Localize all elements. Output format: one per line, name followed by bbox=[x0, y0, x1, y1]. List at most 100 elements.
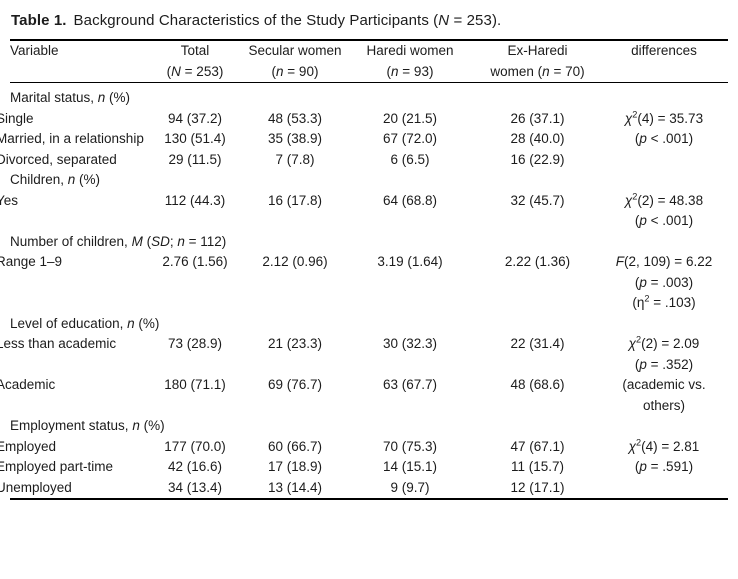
statistic-cell: (p < .001) bbox=[600, 129, 728, 150]
section-label: Children, n (%) bbox=[10, 172, 101, 187]
value-cell: 7 (7.8) bbox=[275, 151, 315, 167]
column-header-5: differences bbox=[600, 40, 728, 83]
section-row: Children, n (%) bbox=[10, 170, 728, 191]
column-header-line: Variable bbox=[10, 43, 59, 58]
value-cell: 70 (75.3) bbox=[382, 438, 438, 454]
value-cell: 13 (14.4) bbox=[267, 479, 323, 495]
value-cell: 30 (32.3) bbox=[382, 336, 438, 351]
statistic-line: (p < .001) bbox=[634, 131, 694, 146]
column-header-line: differences bbox=[631, 43, 697, 58]
value-cell: 67 (72.0) bbox=[382, 131, 438, 146]
row-label: Less than academic bbox=[0, 336, 117, 351]
statistic-cell: (p = .591) bbox=[600, 457, 728, 478]
data-row: Employed part-time 42 (16.6) 17 (18.9) 14 (… bbox=[0, 457, 728, 478]
data-row: Yes 112 (44.3) 16 (17.8) 64 (68.8) 32 (45.7)… bbox=[0, 191, 728, 232]
statistic-cell: F(2, 109) = 6.22 (p = .003) (η2 = .103) bbox=[600, 252, 728, 314]
row-label: Academic bbox=[0, 377, 56, 392]
column-header-line: Total bbox=[180, 43, 210, 58]
value-cell: 29 (11.5) bbox=[168, 151, 222, 167]
value-cell: 180 (71.1) bbox=[164, 377, 226, 392]
value-cell: 16 (17.8) bbox=[267, 192, 323, 208]
row-label: Range 1–9 bbox=[0, 254, 63, 269]
value-cell: 2.76 (1.56) bbox=[162, 254, 228, 269]
data-row: Unemployed 34 (13.4) 13 (14.4) 9 (9.7) 12 (1… bbox=[0, 478, 728, 500]
statistic-cell: χ2(4) = 2.81 bbox=[600, 437, 728, 458]
section-row: Marital status, n (%) bbox=[10, 83, 728, 109]
value-cell: 11 (15.7) bbox=[510, 459, 565, 474]
table-header-row: Variable Total (N = 253) Secular women (n = … bbox=[10, 40, 728, 83]
value-cell: 14 (15.1) bbox=[382, 459, 438, 474]
statistic-line: (academic vs. others) bbox=[622, 377, 706, 413]
value-cell: 42 (16.6) bbox=[167, 459, 223, 474]
value-cell: 12 (17.1) bbox=[510, 479, 565, 495]
participants-table: Variable Total (N = 253) Secular women (n = … bbox=[0, 39, 728, 500]
statistic-line: (η2 = .103) bbox=[632, 293, 696, 310]
data-row: Married, in a relationship 130 (51.4) 35 (… bbox=[0, 129, 728, 150]
column-header-line: women (n = 70) bbox=[490, 63, 585, 79]
value-cell: 48 (68.6) bbox=[510, 377, 565, 392]
section-label: Employment status, n (%) bbox=[10, 418, 165, 433]
row-label: Employed bbox=[0, 438, 57, 454]
section-row: Employment status, n (%) bbox=[10, 416, 728, 437]
column-header-line: (n = 93) bbox=[386, 63, 434, 79]
statistic-cell bbox=[600, 150, 728, 171]
value-cell: 73 (28.9) bbox=[167, 336, 223, 351]
column-header-line: (N = 253) bbox=[166, 63, 224, 79]
data-row: Range 1–9 2.76 (1.56) 2.12 (0.96) 3.19 (1.6… bbox=[0, 252, 728, 314]
value-cell: 22 (31.4) bbox=[510, 336, 565, 351]
value-cell: 32 (45.7) bbox=[510, 192, 565, 208]
section-label: Level of education, n (%) bbox=[10, 315, 160, 331]
statistic-line: χ2(2) = 48.38 bbox=[624, 191, 704, 208]
value-cell: 26 (37.1) bbox=[510, 110, 565, 126]
column-header-0: Variable bbox=[10, 40, 145, 83]
statistic-line: χ2(4) = 2.81 bbox=[628, 437, 700, 454]
data-row: Less than academic 73 (28.9) 21 (23.3) 30 (… bbox=[0, 334, 728, 375]
row-label: Single bbox=[0, 110, 34, 126]
column-header-4: Ex-Haredi women (n = 70) bbox=[475, 40, 600, 83]
value-cell: 3.19 (1.64) bbox=[377, 254, 443, 269]
column-header-2: Secular women (n = 90) bbox=[245, 40, 345, 83]
value-cell: 47 (67.1) bbox=[510, 438, 565, 454]
section-label: Marital status, n (%) bbox=[10, 90, 131, 105]
value-cell: 94 (37.2) bbox=[167, 110, 223, 126]
statistic-line: (p = .591) bbox=[634, 459, 694, 474]
statistic-line: (p < .001) bbox=[634, 213, 694, 228]
section-row: Level of education, n (%) bbox=[10, 314, 728, 335]
value-cell: 63 (67.7) bbox=[382, 377, 438, 392]
value-cell: 130 (51.4) bbox=[164, 131, 226, 146]
column-header-1: Total (N = 253) bbox=[145, 40, 245, 83]
table-header: Variable Total (N = 253) Secular women (n = … bbox=[10, 40, 728, 83]
value-cell: 112 (44.3) bbox=[164, 192, 226, 208]
statistic-cell bbox=[600, 478, 728, 500]
value-cell: 2.22 (1.36) bbox=[504, 254, 571, 269]
column-header-line: Haredi women bbox=[366, 43, 454, 58]
statistic-cell: (academic vs. others) bbox=[600, 375, 728, 416]
statistic-line: χ2(2) = 2.09 bbox=[628, 334, 700, 351]
statistic-line: F(2, 109) = 6.22 bbox=[615, 254, 713, 269]
row-label: Divorced, separated bbox=[0, 151, 117, 167]
value-cell: 17 (18.9) bbox=[267, 459, 323, 474]
value-cell: 20 (21.5) bbox=[382, 110, 438, 126]
table-title-number: Table 1. bbox=[11, 12, 67, 29]
value-cell: 69 (76.7) bbox=[267, 377, 323, 392]
value-cell: 6 (6.5) bbox=[390, 151, 430, 167]
row-label: Unemployed bbox=[0, 479, 72, 495]
value-cell: 28 (40.0) bbox=[510, 131, 565, 146]
column-header-line: Ex-Haredi bbox=[507, 43, 568, 58]
value-cell: 16 (22.9) bbox=[510, 151, 565, 167]
data-row: Academic 180 (71.1) 69 (76.7) 63 (67.7) 48 (… bbox=[0, 375, 728, 416]
statistic-line: (p = .352) bbox=[634, 356, 694, 372]
column-header-line: (n = 90) bbox=[271, 63, 319, 79]
value-cell: 177 (70.0) bbox=[164, 438, 226, 454]
table-title-text: Background Characteristics of the Study … bbox=[73, 12, 502, 29]
table-body: Marital status, n (%) Single 94 (37.2) 48 (… bbox=[0, 83, 728, 500]
value-cell: 21 (23.3) bbox=[267, 336, 323, 351]
data-row: Employed 177 (70.0) 60 (66.7) 70 (75.3) 47 (… bbox=[0, 437, 728, 458]
value-cell: 60 (66.7) bbox=[267, 438, 323, 454]
value-cell: 9 (9.7) bbox=[390, 479, 430, 495]
value-cell: 48 (53.3) bbox=[267, 110, 323, 126]
statistic-cell: χ2(2) = 2.09 (p = .352) bbox=[600, 334, 728, 375]
value-cell: 35 (38.9) bbox=[267, 131, 323, 146]
statistic-cell: χ2(2) = 48.38 (p < .001) bbox=[600, 191, 728, 232]
